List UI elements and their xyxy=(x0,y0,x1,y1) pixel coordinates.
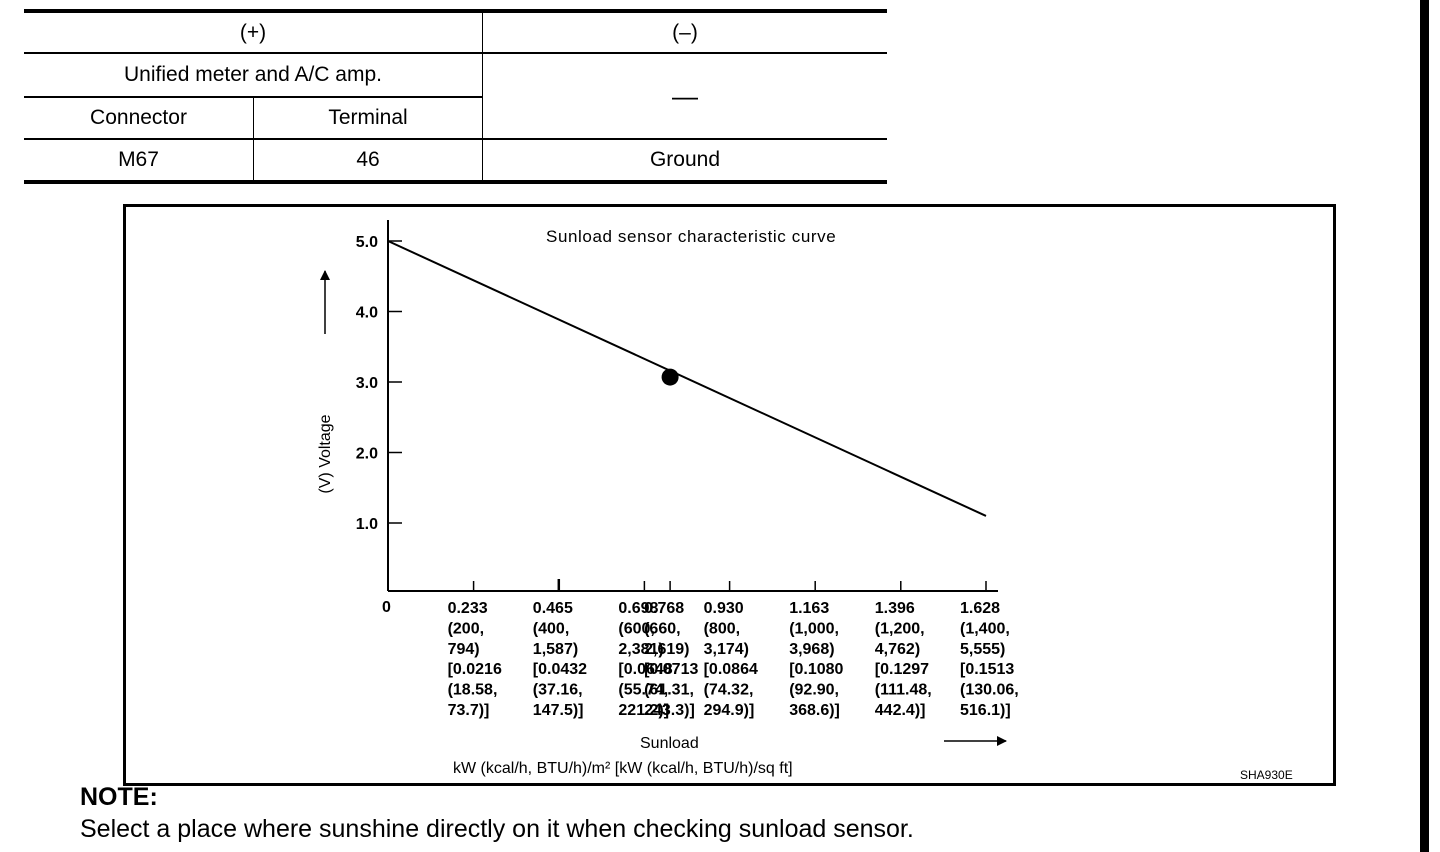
y-tick-label: 4.0 xyxy=(356,305,378,322)
chart-title: Sunload sensor characteristic curve xyxy=(546,227,836,246)
header-plus: (+) xyxy=(239,20,267,44)
x-tick-label: 0.698 (600, 2,381) [0.0648 (55.74, 221.2)] xyxy=(618,600,672,719)
x-axis-unit: kW (kcal/h, BTU/h)/m² [kW (kcal/h, BTU/h… xyxy=(453,760,793,777)
data-point-marker xyxy=(661,368,679,386)
table-rule xyxy=(24,138,887,140)
x-tick-label: 0.768 (660, 2,619) [0.0713 (61.31, 243.3)] xyxy=(644,600,698,719)
column-terminal: Terminal xyxy=(328,106,408,129)
y-tick-label: 3.0 xyxy=(356,375,378,392)
x-tick-label: 0.930 (800, 3,174) [0.0864 (74.32, 294.9)] xyxy=(704,600,758,719)
x-tick-label: 1.163 (1,000, 3,968) [0.1080 (92.90, 368.6)] xyxy=(789,600,843,719)
table-top-rule xyxy=(24,9,887,13)
column-connector: Connector xyxy=(90,106,187,129)
x-tick-label: 1.628 (1,400, 5,555) [0.1513 (130.06, 516.1)] xyxy=(960,600,1019,719)
cell-connector-value: M67 xyxy=(118,148,159,171)
cell-ground-value: Ground xyxy=(649,148,721,171)
origin-label: 0 xyxy=(382,599,391,616)
table-bottom-rule xyxy=(24,180,887,184)
y-tick-label: 2.0 xyxy=(356,446,378,463)
characteristic-curve-line xyxy=(387,240,987,517)
y-axis-label: (V) Voltage xyxy=(317,414,334,493)
x-tick-label: 0.233 (200, 794) [0.0216 (18.58, 73.7)] xyxy=(448,600,502,719)
table-rule xyxy=(24,52,887,54)
page-edge-rule xyxy=(1420,0,1429,852)
x-axis-label: Sunload xyxy=(640,735,699,752)
table-column-divider xyxy=(253,97,254,182)
x-tick-label: 1.396 (1,200, 4,762) [0.1297 (111.48, 442.4)] xyxy=(875,600,932,719)
sunload-chart: 5.0 4.0 3.0 2.0 1.0 0 0.233 (200, 794) [0.0216 (18… xyxy=(317,220,1293,782)
subheader-unit-name: Unified meter and A/C amp. xyxy=(124,63,382,86)
figure-code: SHA930E xyxy=(1240,768,1293,782)
note-title: NOTE: xyxy=(80,783,158,811)
x-tick-label: 0.465 (400, 1,587) [0.0432 (37.16, 147.5)] xyxy=(533,600,587,719)
y-tick-label: 5.0 xyxy=(356,234,378,251)
minus-dash: — xyxy=(672,80,698,111)
y-tick-label: 1.0 xyxy=(356,516,378,533)
header-minus: (–) xyxy=(672,20,698,44)
cell-terminal-value: 46 xyxy=(356,148,380,171)
table-column-divider xyxy=(482,12,483,182)
note-text: Select a place where sunshine directly o… xyxy=(80,815,914,843)
connector-table: (+) (–) Unified meter and A/C amp. — Con… xyxy=(24,9,887,184)
chart-frame: 5.0 4.0 3.0 2.0 1.0 0 0.233 (200, 794) [0.0216 (18… xyxy=(123,204,1336,786)
